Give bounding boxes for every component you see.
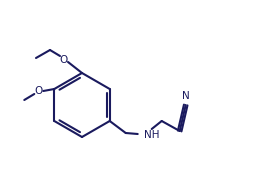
Text: O: O xyxy=(60,55,68,65)
Text: N: N xyxy=(182,91,189,101)
Text: NH: NH xyxy=(144,130,159,140)
Text: O: O xyxy=(34,86,42,96)
